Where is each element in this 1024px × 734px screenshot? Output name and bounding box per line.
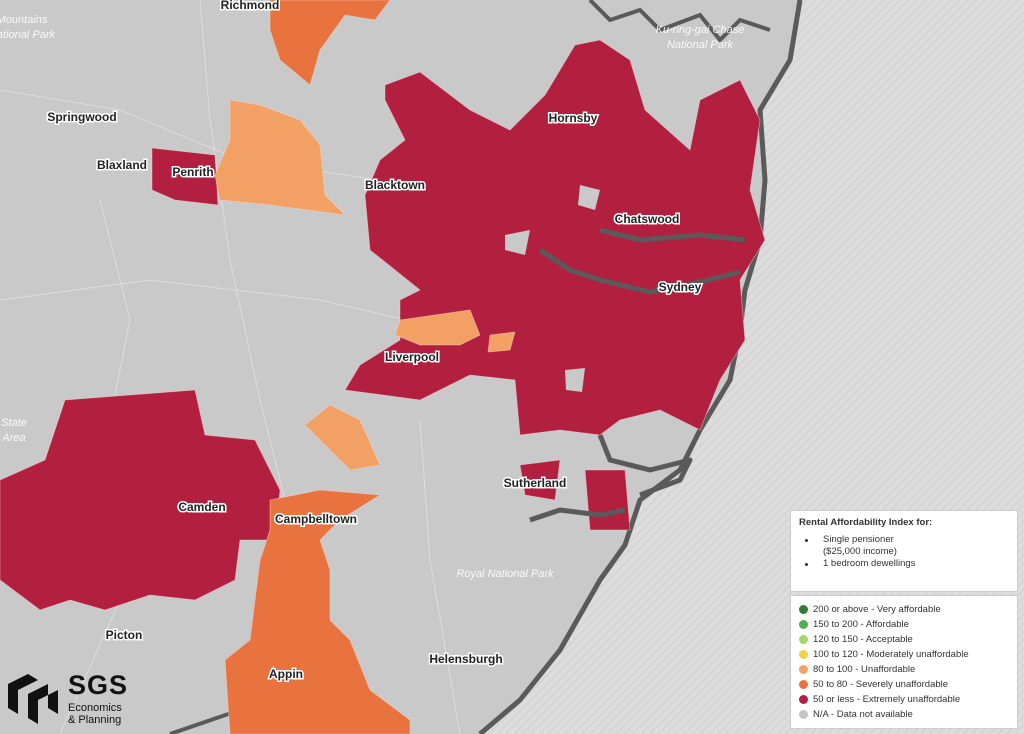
- place-label: Appin: [269, 667, 303, 681]
- place-label: Picton: [106, 628, 143, 642]
- logo-icon: [8, 674, 58, 724]
- harbour: [538, 247, 741, 295]
- place-label: Helensburgh: [429, 652, 502, 666]
- botany-bay: [597, 434, 693, 498]
- coastline: [478, 0, 803, 734]
- legend-title: Rental Affordability Index for:: [799, 517, 933, 528]
- port-hacking: [529, 507, 626, 523]
- region: [304, 404, 381, 471]
- legend-label: 80 to 100 - Unaffordable: [813, 664, 916, 675]
- legend-label: 150 to 200 - Affordable: [813, 619, 909, 630]
- legend-item: 100 to 120 - Moderately unaffordable: [799, 647, 1009, 662]
- region: [269, 0, 391, 86]
- region: [394, 309, 481, 346]
- place-label: Sutherland: [504, 476, 567, 490]
- legend-item: N/A - Data not available: [799, 707, 1009, 722]
- place-label: Blaxland: [97, 158, 147, 172]
- place-label: Camden: [178, 500, 225, 514]
- place-label: Hornsby: [549, 111, 598, 125]
- region: [487, 331, 516, 353]
- park-label: National Park: [0, 29, 56, 41]
- legend-swatch: [799, 620, 808, 629]
- labels: Mountains National Park Ku-ring-gai Chas…: [0, 0, 745, 683]
- legend-item: 50 or less - Extremely unaffordable: [799, 692, 1009, 707]
- legend-label: 50 to 80 - Severely unaffordable: [813, 679, 949, 690]
- middle-harbour: [599, 227, 746, 243]
- legend-label: 120 to 150 - Acceptable: [813, 634, 913, 645]
- legend-swatch: [799, 680, 808, 689]
- place-label: Springwood: [47, 110, 116, 124]
- legend-label: N/A - Data not available: [813, 709, 913, 720]
- legend-items: 200 or above - Very affordable 150 to 200…: [790, 595, 1018, 729]
- legend-swatch: [799, 650, 808, 659]
- region: [214, 99, 347, 216]
- region: [151, 147, 219, 206]
- coastline: [588, 0, 771, 43]
- waterways: [529, 227, 746, 523]
- legend-label: 200 or above - Very affordable: [813, 604, 941, 615]
- region: [584, 469, 631, 531]
- park-label: National Park: [667, 39, 734, 51]
- legend-header: Rental Affordability Index for: Single p…: [790, 510, 1018, 592]
- legend-item: 150 to 200 - Affordable: [799, 617, 1009, 632]
- region: [224, 489, 411, 734]
- legend-swatch: [799, 695, 808, 704]
- pocket: [578, 185, 600, 210]
- legend-swatch: [799, 635, 808, 644]
- place-label: Sydney: [659, 280, 702, 294]
- region: [0, 389, 281, 611]
- place-label: Richmond: [221, 0, 280, 12]
- legend-swatch: [799, 605, 808, 614]
- place-label: Penrith: [172, 165, 213, 179]
- legend-criterion: Single pensioner: [799, 534, 1009, 546]
- region: [519, 459, 561, 501]
- legend: Rental Affordability Index for: Single p…: [790, 510, 1018, 730]
- park-label: Royal National Park: [456, 568, 554, 580]
- legend-swatch: [799, 665, 808, 674]
- logo-subtitle: & Planning: [68, 714, 122, 726]
- legend-item: 200 or above - Very affordable: [799, 602, 1009, 617]
- legend-criterion: ($25,000 income): [823, 546, 897, 557]
- legend-criterion: 1 bedroom dewellings: [799, 558, 1009, 570]
- place-label: Liverpool: [385, 350, 439, 364]
- logo-subtitle: Economics: [68, 702, 122, 714]
- logo-name: SGS: [68, 670, 129, 700]
- pocket: [505, 230, 530, 255]
- park-label: State: [1, 417, 27, 429]
- park-label: Ku-ring-gai Chase: [656, 24, 745, 36]
- park-label: Area: [1, 432, 25, 444]
- place-label: Blacktown: [365, 178, 425, 192]
- legend-item: 120 to 150 - Acceptable: [799, 632, 1009, 647]
- legend-item: 50 to 80 - Severely unaffordable: [799, 677, 1009, 692]
- pocket: [565, 368, 585, 392]
- legend-label: 100 to 120 - Moderately unaffordable: [813, 649, 969, 660]
- place-label: Campbelltown: [275, 512, 357, 526]
- legend-item: 80 to 100 - Unaffordable: [799, 662, 1009, 677]
- park-label: Mountains: [0, 14, 48, 26]
- logo: SGS Economics & Planning: [4, 670, 154, 730]
- place-label: Chatswood: [615, 212, 680, 226]
- regions: [0, 0, 766, 734]
- unrated-pockets: [505, 185, 600, 392]
- legend-label: 50 or less - Extremely unaffordable: [813, 694, 961, 705]
- legend-swatch: [799, 710, 808, 719]
